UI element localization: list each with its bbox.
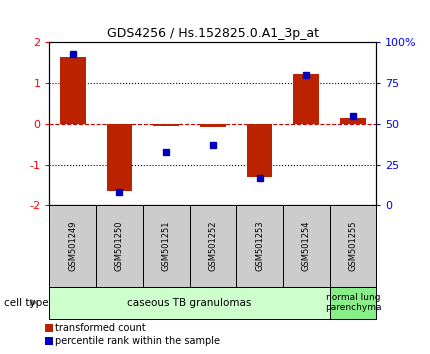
Bar bbox=[329, 287, 376, 319]
Legend: transformed count, percentile rank within the sample: transformed count, percentile rank withi… bbox=[46, 324, 221, 346]
Text: GSM501255: GSM501255 bbox=[348, 221, 357, 271]
Bar bbox=[190, 205, 236, 287]
Bar bbox=[154, 124, 179, 126]
Bar bbox=[293, 74, 319, 124]
Title: GDS4256 / Hs.152825.0.A1_3p_at: GDS4256 / Hs.152825.0.A1_3p_at bbox=[107, 27, 319, 40]
Text: caseous TB granulomas: caseous TB granulomas bbox=[127, 298, 252, 308]
Bar bbox=[96, 205, 143, 287]
Text: cell type: cell type bbox=[4, 298, 49, 308]
Bar bbox=[283, 205, 329, 287]
Text: GSM501249: GSM501249 bbox=[68, 221, 77, 271]
Bar bbox=[247, 124, 272, 177]
Bar bbox=[200, 124, 226, 127]
Bar bbox=[107, 124, 132, 191]
Bar bbox=[236, 205, 283, 287]
Bar bbox=[60, 57, 86, 124]
Text: GSM501253: GSM501253 bbox=[255, 221, 264, 272]
Text: GSM501251: GSM501251 bbox=[162, 221, 171, 271]
Bar bbox=[49, 287, 329, 319]
Text: GSM501254: GSM501254 bbox=[302, 221, 311, 271]
Bar bbox=[340, 118, 366, 124]
Text: GSM501252: GSM501252 bbox=[209, 221, 217, 271]
Bar bbox=[143, 205, 190, 287]
Text: normal lung
parenchyma: normal lung parenchyma bbox=[325, 293, 381, 312]
Text: GSM501250: GSM501250 bbox=[115, 221, 124, 271]
Bar bbox=[49, 205, 96, 287]
Bar bbox=[329, 205, 376, 287]
